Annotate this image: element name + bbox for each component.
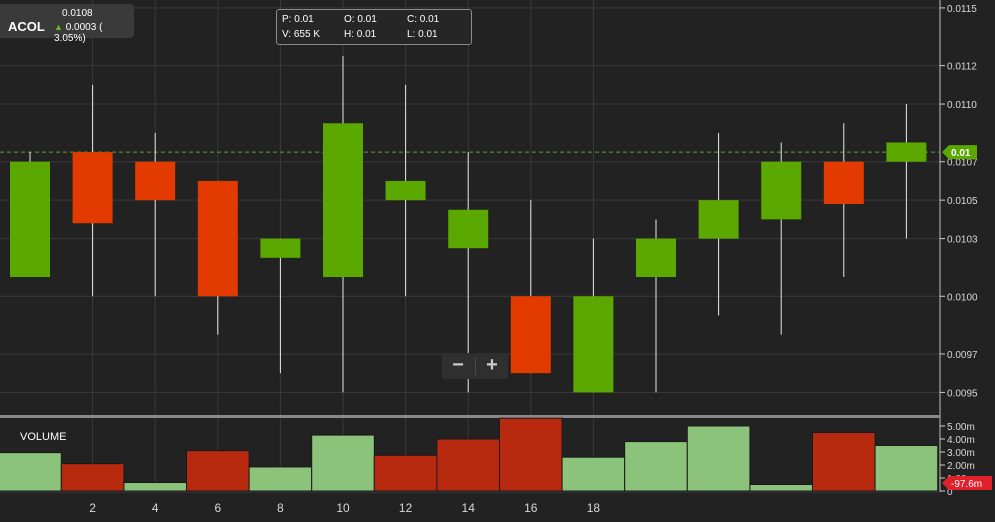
volume-label: VOLUME: [20, 431, 67, 443]
zoom-divider: [475, 357, 476, 375]
candle-body: [761, 161, 802, 220]
ohlc-open: O: 0.01: [344, 14, 377, 25]
ohlc-tooltip: P: 0.01 O: 0.01 C: 0.01 V: 655 K H: 0.01…: [276, 9, 472, 45]
x-tick-label: 2: [89, 501, 96, 515]
y-tick-label: 0.0105: [947, 196, 978, 207]
x-tick-label: 18: [587, 501, 601, 515]
candle-body: [823, 161, 864, 204]
y-tick-label: 0.0095: [947, 388, 978, 399]
candle-body: [636, 238, 676, 278]
volume-bar: [436, 438, 500, 492]
last-price-badge-label: 0.01: [951, 148, 971, 159]
volume-badge: [942, 476, 992, 490]
y-tick-label: 0.0097: [947, 350, 978, 361]
candle-body: [573, 296, 614, 393]
volume-bar: [123, 482, 187, 492]
vol-tick-label: 3.00m: [947, 448, 975, 459]
volume-bar: [248, 466, 313, 492]
volume-bar: [311, 434, 375, 492]
ohlc-close: C: 0.01: [407, 14, 440, 25]
ticker-symbol: ACOL: [8, 19, 45, 34]
ohlc-low: L: 0.01: [407, 29, 438, 40]
y-tick-label: 0.0107: [947, 158, 978, 169]
vol-tick-label: 2.00m: [947, 461, 975, 472]
ticker-panel: ACOL 0.0108 ▲ 0.0003 ( 3.05%): [0, 4, 134, 44]
candle-body: [197, 180, 238, 297]
volume-bar: [186, 450, 250, 492]
volume-bar: [874, 445, 939, 492]
candle-body: [698, 200, 739, 239]
zoom-in-button[interactable]: +: [486, 354, 498, 376]
volume-bar: [561, 456, 626, 492]
vol-tick-label: 5.00m: [947, 422, 975, 433]
volume-bar: [749, 484, 814, 492]
volume-badge-label: -97.6m: [951, 479, 982, 490]
x-tick-label: 6: [214, 501, 221, 515]
ohlc-volume: V: 655 K: [282, 29, 320, 40]
candle-body: [323, 123, 363, 278]
volume-bar: [624, 441, 688, 492]
x-tick-label: 12: [399, 501, 413, 515]
x-tick-label: 4: [152, 501, 159, 515]
vol-tick-label: 4.00m: [947, 435, 975, 446]
candle-body: [448, 209, 489, 249]
ticker-change: 0.0003 ( 3.05%): [54, 22, 103, 44]
x-tick-label: 8: [277, 501, 284, 515]
volume-bar: [0, 452, 62, 492]
x-tick-label: 10: [336, 501, 350, 515]
candle-body: [385, 180, 426, 201]
candle-body: [260, 238, 301, 258]
zoom-out-button[interactable]: −: [452, 354, 464, 376]
panel-separator: [0, 415, 940, 418]
volume-bar: [60, 463, 125, 492]
ticker-price: 0.0108: [62, 8, 93, 19]
vol-tick-label: 0: [947, 487, 953, 498]
y-tick-label: 0.0100: [947, 292, 978, 303]
y-tick-label: 0.0115: [947, 4, 977, 15]
ohlc-high: H: 0.01: [344, 29, 377, 40]
y-tick-label: 0.0103: [947, 235, 978, 246]
volume-bar: [373, 454, 438, 492]
x-tick-label: 16: [524, 501, 538, 515]
last-price-badge: [942, 145, 977, 160]
y-tick-label: 0.0112: [947, 62, 977, 73]
candle-body: [886, 142, 927, 162]
candle-body: [10, 161, 50, 278]
volume-bar: [812, 432, 876, 492]
volume-bar: [499, 417, 563, 492]
volume-bar: [686, 425, 751, 492]
zoom-controls: − +: [442, 353, 508, 379]
ticker-change-row: ▲ 0.0003 ( 3.05%): [54, 22, 134, 44]
y-tick-label: 0.0110: [947, 100, 977, 111]
arrow-up-icon: ▲: [54, 22, 63, 32]
x-tick-label: 14: [462, 501, 476, 515]
candle-body: [510, 296, 551, 374]
ohlc-price: P: 0.01: [282, 14, 314, 25]
candle-body: [135, 161, 176, 201]
candle-body: [72, 152, 113, 224]
